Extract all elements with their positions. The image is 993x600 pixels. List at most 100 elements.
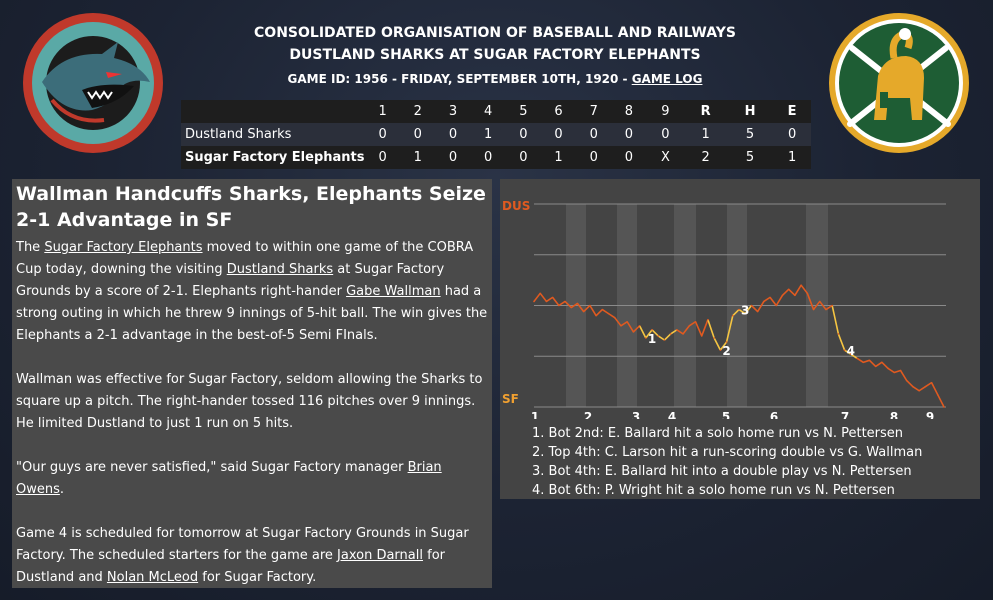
win-probability-point [781, 294, 784, 297]
linescore-header-cell: 8 [611, 100, 647, 123]
win-probability-point [570, 306, 573, 309]
win-probability-point [874, 365, 877, 368]
article-text: for Dustland and [16, 548, 445, 585]
win-probability-point [787, 288, 790, 291]
win-probability-point [657, 335, 660, 337]
article-text: The [16, 240, 45, 255]
win-probability-point [539, 292, 542, 295]
win-probability-segment [694, 321, 703, 337]
win-probability-segment [583, 304, 591, 313]
league-title: CONSOLIDATED ORGANISATION OF BASEBALL AN… [254, 25, 736, 41]
article-link[interactable]: Jaxon Darnall [337, 548, 423, 563]
win-probability-point [700, 335, 703, 337]
win-probability-segment [862, 359, 870, 364]
win-probability-point [707, 318, 709, 321]
win-probability-point [831, 304, 833, 307]
linescore-header-cell: 9 [646, 100, 685, 123]
article-link[interactable]: Gabe Wallman [346, 284, 441, 299]
linescore-header-cell: 5 [505, 100, 541, 123]
linescore-cell: 0 [365, 146, 401, 169]
article-text: . [59, 482, 65, 497]
inning-tick-label: 6 [770, 410, 778, 419]
chart-note: 4. Bot 6th: P. Wright hit a solo home ru… [532, 483, 895, 498]
win-probability-plot: DUS SF 1 2 3 4 5 6 7 8 9 1 2 3 4 [502, 199, 946, 419]
inning-tick-label: 1 [531, 410, 539, 419]
win-probability-segment [614, 317, 622, 327]
article-text: for Sugar Factory. [198, 570, 317, 585]
win-probability-segment [552, 296, 560, 306]
win-probability-segment [670, 329, 678, 335]
article-link[interactable]: Dustland Sharks [226, 262, 334, 277]
matchup-title: DUSTLAND SHARKS AT SUGAR FACTORY ELEPHAN… [289, 47, 701, 63]
win-probability-segment [812, 300, 821, 311]
win-probability-point [731, 314, 734, 317]
win-probability-segment [738, 308, 746, 315]
win-probability-point [800, 284, 802, 286]
win-probability-segment [626, 321, 635, 333]
win-probability-point [719, 349, 722, 351]
linescore-cell: 0 [611, 146, 647, 169]
win-probability-segment [800, 284, 808, 294]
linescore-header-cell: 6 [540, 100, 577, 123]
win-probability-segment [589, 305, 597, 317]
win-probability-point [682, 333, 684, 335]
win-probability-segment [608, 312, 616, 319]
chart-bottom-label: SF [502, 392, 519, 406]
win-probability-segment [887, 367, 895, 374]
chart-top-label: DUS [502, 199, 530, 213]
linescore-header-cell: H [726, 100, 774, 123]
article-headline: Wallman Handcuffs Sharks, Elephants Seiz… [16, 183, 486, 231]
win-probability-point [943, 406, 945, 408]
article-paragraph: The Sugar Factory Elephants moved to wit… [16, 237, 488, 347]
article-link[interactable]: Brian Owens [16, 460, 442, 497]
win-probability-segment [620, 321, 628, 327]
win-probability-point [837, 333, 840, 335]
inning-tick-label: 3 [632, 410, 640, 419]
inning-tick-label: 7 [841, 410, 849, 419]
win-probability-point [856, 357, 858, 360]
win-probability-point [905, 379, 908, 382]
elephant-logo-icon[interactable] [828, 12, 970, 154]
linescore-cell: 0 [435, 146, 471, 169]
win-probability-segment [700, 319, 709, 337]
article-link[interactable]: Sugar Factory Elephants [44, 240, 203, 255]
win-probability-point [676, 329, 678, 331]
linescore-cell: 0 [470, 146, 506, 169]
win-probability-segment [719, 341, 728, 351]
win-probability-segment [930, 382, 939, 396]
win-probability-point [775, 304, 778, 307]
event-marker-label: 2 [722, 344, 730, 358]
win-probability-segment [937, 394, 945, 408]
win-probability-point [576, 302, 579, 305]
win-probability-segment [533, 292, 541, 302]
win-probability-point [763, 300, 765, 303]
linescore-header-cell: 4 [470, 100, 506, 123]
win-probability-segment [906, 380, 914, 388]
linescore-cell: 1 [470, 123, 506, 146]
win-probability-point [694, 320, 697, 323]
linescore-cell: 5 [726, 146, 774, 169]
win-probability-chart: DUS SF 1 2 3 4 5 6 7 8 9 1 2 3 4 1. Bot 2nd: E. Ballar… [500, 179, 980, 499]
game-log-link[interactable]: GAME LOG [631, 72, 703, 86]
linescore-cell: 0 [773, 123, 811, 146]
win-probability-segment [868, 359, 877, 367]
shark-logo-icon[interactable] [22, 12, 164, 154]
win-probability-segment [918, 386, 926, 392]
linescore-team-name[interactable]: Dustland Sharks [181, 123, 365, 146]
linescore-cell: 0 [646, 123, 685, 146]
win-probability-segment [632, 325, 641, 333]
win-probability-point [558, 304, 560, 307]
win-probability-point [595, 314, 597, 317]
win-probability-segment [595, 308, 603, 317]
article-text: had a strong outing in which he threw 9 … [16, 284, 488, 343]
game-header: CONSOLIDATED ORGANISATION OF BASEBALL AN… [180, 22, 810, 90]
linescore-row: Sugar Factory Elephants 0 1 0 0 0 1 0 0 X 2 5 1 [181, 146, 811, 169]
article-link[interactable]: Nolan McLeod [106, 570, 199, 585]
win-probability-segment [750, 304, 759, 313]
win-probability-segment [899, 370, 908, 382]
win-probability-segment [638, 325, 647, 339]
win-probability-point [812, 308, 815, 311]
linescore-team-name[interactable]: Sugar Factory Elephants [181, 146, 365, 169]
